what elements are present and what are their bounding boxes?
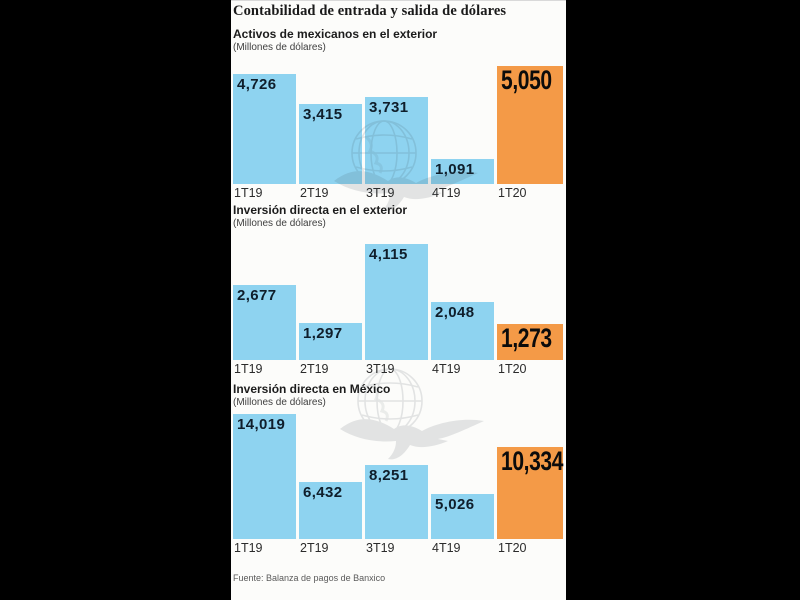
- bar: [365, 244, 428, 360]
- axis-label: 2T19: [300, 362, 329, 376]
- bar-value-label: 14,019: [237, 416, 286, 433]
- bar-value-label: 2,048: [435, 304, 475, 321]
- chart-title-activos-exterior: Activos de mexicanos en el exterior: [233, 27, 438, 41]
- axis-label: 2T19: [300, 541, 329, 555]
- bar-value-label: 1,273: [501, 323, 552, 353]
- axis-label: 4T19: [432, 362, 461, 376]
- bar-value-label: 3,731: [369, 99, 409, 116]
- bar-value-label: 4,726: [237, 76, 277, 93]
- bar-value-label: 10,334: [501, 446, 564, 476]
- axis-label: 1T19: [234, 186, 263, 200]
- content-canvas: Contabilidad de entrada y salida de dóla…: [231, 0, 566, 600]
- bar-value-label: 1,297: [303, 325, 343, 342]
- bar: [431, 494, 494, 539]
- bar-value-label: 6,432: [303, 484, 343, 501]
- axis-label: 4T19: [432, 541, 461, 555]
- chart-subtitle: (Millones de dólares): [233, 397, 326, 408]
- axis-label: 2T19: [300, 186, 329, 200]
- bar: [365, 465, 428, 539]
- axis-label: 3T19: [366, 541, 395, 555]
- bar-value-label: 1,091: [435, 161, 475, 178]
- bar-highlight: [497, 324, 563, 360]
- bar: [299, 323, 362, 360]
- bar: [299, 482, 362, 539]
- chart-title-inversion-mexico: Inversión directa en México: [233, 382, 391, 396]
- bar: [233, 285, 296, 360]
- bar-highlight: [497, 447, 563, 539]
- axis-label: 3T19: [366, 186, 395, 200]
- bar-value-label: 4,115: [369, 246, 408, 263]
- bar-value-label: 5,026: [435, 496, 475, 513]
- page-title: Contabilidad de entrada y salida de dóla…: [233, 3, 507, 19]
- bar-value-label: 8,251: [369, 467, 409, 484]
- axis-label: 1T19: [234, 541, 263, 555]
- axis-label: 3T19: [366, 362, 395, 376]
- bar-value-label: 5,050: [501, 65, 552, 95]
- bar: [233, 74, 296, 184]
- chart-subtitle: (Millones de dólares): [233, 218, 326, 229]
- source-note: Fuente: Balanza de pagos de Banxico: [233, 573, 386, 583]
- axis-label: 1T19: [234, 362, 263, 376]
- axis-label: 1T20: [498, 186, 527, 200]
- bar-value-label: 2,677: [237, 287, 277, 304]
- axis-label: 4T19: [432, 186, 461, 200]
- chart-subtitle: (Millones de dólares): [233, 42, 326, 53]
- axis-label: 1T20: [498, 541, 527, 555]
- bar: [233, 414, 296, 539]
- bar: [431, 302, 494, 360]
- chart-title-inversion-exterior: Inversión directa en el exterior: [233, 203, 408, 217]
- bar-highlight: [497, 66, 563, 184]
- bar-value-label: 3,415: [303, 106, 343, 123]
- watermark-globe-eagle-icon: [338, 367, 486, 461]
- axis-label: 1T20: [498, 362, 527, 376]
